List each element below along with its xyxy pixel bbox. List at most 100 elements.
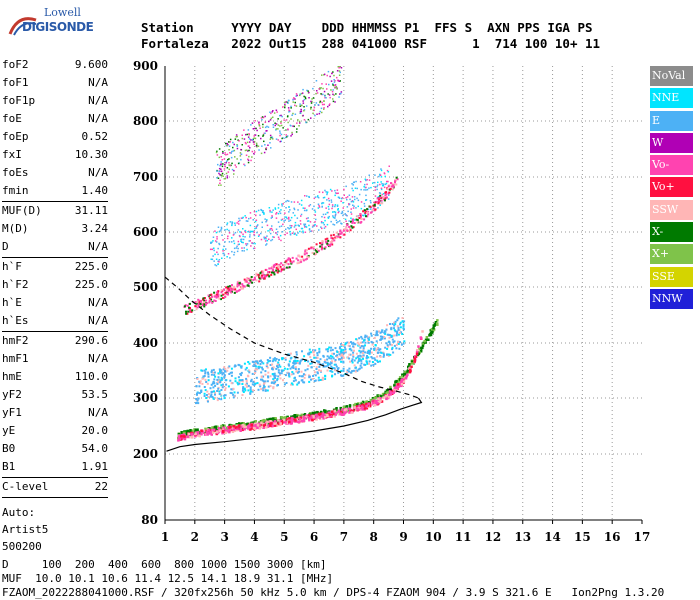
echo-point [285,101,287,103]
echo-point [231,168,234,171]
echo-point [352,207,355,209]
echo-point [357,359,360,362]
echo-point [276,271,279,274]
echo-point [324,246,327,249]
echo-point [369,349,371,352]
echo-point [255,376,258,379]
echo-point [280,114,282,117]
echo-point [278,238,280,240]
echo-point [340,369,343,372]
echo-point [228,241,231,243]
header-values: Fortaleza 2022 Out15 288 041000 RSF 1 71… [141,36,601,51]
echo-point [273,374,276,377]
echo-point [229,391,232,394]
param-row: hmF1 N/A [2,350,108,368]
echo-point [195,401,198,404]
echo-point [262,424,266,427]
echo-point [322,222,325,224]
echo-point [274,207,276,209]
echo-point [232,141,234,144]
echo-point [319,100,322,103]
echo-point [318,229,320,231]
echo-point [311,378,314,380]
echo-point [195,432,199,436]
echo-point [353,364,356,367]
echo-point [331,237,334,240]
echo-point [215,258,218,260]
echo-point [283,383,286,386]
echo-point [214,253,216,256]
echo-point [288,218,290,220]
echo-point [280,225,283,227]
echo-point [271,216,273,218]
echo-point [406,370,409,373]
echo-point [231,250,233,253]
echo-point [333,94,335,96]
echo-point [393,327,395,330]
echo-point [261,368,264,371]
echo-point [271,381,274,384]
echo-point [279,372,281,375]
echo-point [321,202,324,204]
echo-point [221,424,225,428]
echo-point [232,234,235,236]
echo-point [362,347,365,350]
echo-point [377,394,381,398]
legend-item-nnw: NNW [650,288,693,309]
echo-point [377,400,381,404]
echo-point [311,226,314,228]
echo-point [286,217,288,220]
echo-point [275,367,278,370]
echo-point [382,184,385,187]
echo-point [418,347,421,350]
echo-point [371,401,375,404]
echo-point [253,137,255,139]
echo-point [345,405,349,408]
echo-point [199,380,202,383]
echo-point [271,215,273,217]
echo-point [254,137,257,140]
echo-point [245,380,248,383]
echo-point [313,349,316,352]
echo-point [382,193,385,195]
echo-point [226,290,229,293]
echo-point [376,197,379,200]
echo-point [228,232,231,234]
echo-point [335,355,338,357]
echo-point [307,364,310,367]
echo-point [227,144,229,146]
echo-point [203,369,206,372]
echo-point [363,202,366,205]
echo-point [284,105,286,107]
echo-point [240,287,243,290]
echo-point [323,74,325,76]
echo-point [258,280,261,283]
echo-point [390,182,392,185]
echo-point [234,164,236,166]
param-name: fmin [2,184,29,197]
echo-point [271,136,274,139]
echo-point [234,138,237,140]
echo-point [283,267,286,270]
echo-point [389,385,392,389]
echo-point [250,159,252,162]
echo-point [359,407,362,410]
echo-point [379,196,382,199]
echo-point [343,350,346,353]
echo-point [233,143,235,146]
echo-point [241,238,243,241]
echo-point [324,238,327,241]
param-name: B1 [2,460,16,473]
echo-point [367,402,370,406]
echo-point [294,233,296,235]
echo-point [408,364,411,367]
echo-point [294,419,297,422]
echo-point [285,216,288,218]
echo-point [351,361,354,364]
echo-point [356,369,359,372]
echo-point [327,411,330,414]
echo-point [386,196,388,199]
echo-point [339,93,341,95]
echo-point [332,71,334,73]
echo-point [394,320,397,323]
